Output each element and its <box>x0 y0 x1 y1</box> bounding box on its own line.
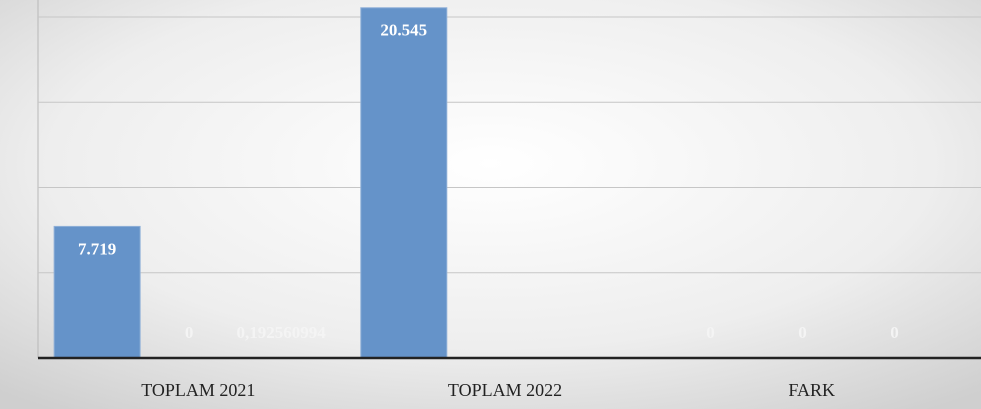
x-tick-label: TOPLAM 2022 <box>448 380 562 400</box>
data-label: 0,192560994 <box>237 323 327 342</box>
data-label: 20.545 <box>380 21 427 40</box>
data-label: 7.719 <box>78 239 116 258</box>
data-label: 0 <box>890 323 899 342</box>
data-label: 0 <box>185 323 194 342</box>
bar <box>360 7 448 359</box>
x-tick-label: TOPLAM 2021 <box>141 380 255 400</box>
x-tick-label: FARK <box>788 380 835 400</box>
bar <box>53 225 141 359</box>
data-label: 0 <box>798 323 807 342</box>
data-label: 0 <box>706 323 715 342</box>
